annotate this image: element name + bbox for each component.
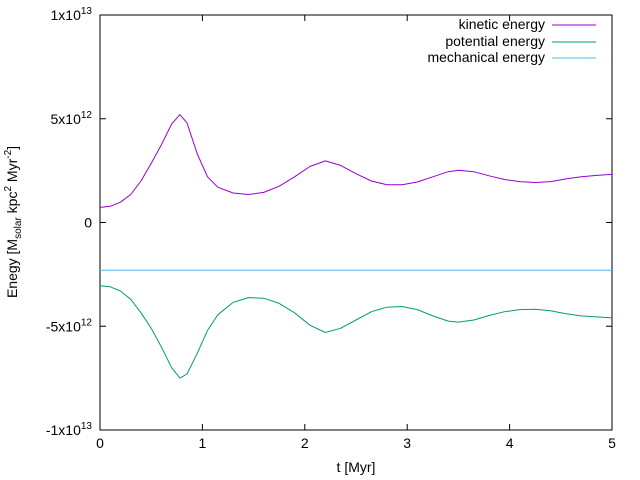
x-tick-label: 4 xyxy=(506,435,514,451)
legend: kinetic energy potential energy mechanic… xyxy=(427,16,596,65)
x-axis-label: t [Myr] xyxy=(337,459,376,475)
y-axis-label: Enegy [Msolar kpc2 Myr-2] xyxy=(3,146,24,298)
legend-label-kinetic: kinetic energy xyxy=(459,16,545,32)
legend-label-mechanical: mechanical energy xyxy=(427,49,545,65)
x-tick-label: 5 xyxy=(608,435,616,451)
potential-energy-line xyxy=(99,285,613,379)
y-tick-label: 5x1012 xyxy=(51,110,93,127)
y-tick-label: -1x1013 xyxy=(46,421,93,438)
y-tick-label: 0 xyxy=(84,215,92,231)
kinetic-energy-line xyxy=(99,114,613,208)
plot-frame xyxy=(99,14,613,431)
x-tick-label: 3 xyxy=(403,435,411,451)
y-tick-label: 1x1013 xyxy=(51,6,93,23)
x-tick-label: 2 xyxy=(301,435,309,451)
legend-label-potential: potential energy xyxy=(445,33,545,49)
x-tick-label: 1 xyxy=(199,435,207,451)
axis-ticks: 0 1 2 3 4 5 1x1013 5x1012 0 -5x1012 -1x1013 xyxy=(46,6,616,451)
y-tick-label: -5x1012 xyxy=(46,317,93,334)
series-lines xyxy=(99,114,613,379)
x-tick-label: 0 xyxy=(96,435,104,451)
